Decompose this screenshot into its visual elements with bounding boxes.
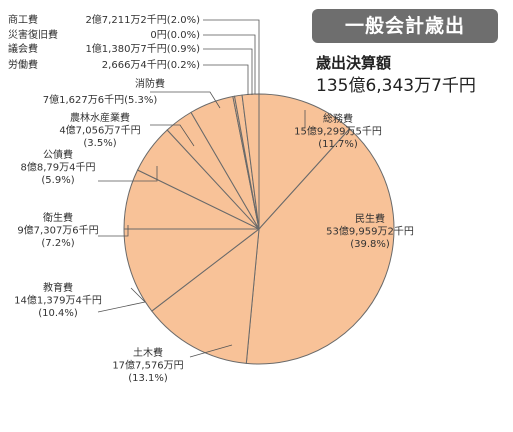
slice-percent-label: (13.1%) [128,373,168,384]
leader-line-3 [97,287,146,313]
slice-value-label: 2億7,211万2千円(2.0%) [85,13,200,26]
slice-amount-label: 53億9,959万2千円 [326,225,414,238]
total-value: 135億6,343万7千円 [316,76,476,96]
slice-percent-label: (39.8%) [350,239,390,250]
leader-line-2 [189,344,233,358]
leader-line-6 [150,124,195,147]
slice-name-label: 公債費 [43,148,73,161]
pie-slice-2 [151,227,260,364]
pie-slice-3 [123,228,261,312]
slice-name-label: 教育費 [43,281,73,294]
slice-value-label: 2,666万4千円(0.2%) [102,59,200,71]
slice-amount-label: 17億7,576万円 [112,359,183,372]
slice-name-label: 衛生費 [43,211,73,224]
leader-lines [97,19,306,358]
slice-name-label: 土木費 [133,346,163,359]
leader-line-10 [203,34,256,94]
slice-amount-label: 8億8,79万4千円 [21,161,96,174]
pie-slice-1 [245,128,395,365]
slice-name-label: 民生費 [355,212,385,225]
leader-line-9 [203,48,253,95]
slice-value-label: 1億1,380万7千円(0.9%) [85,42,200,55]
slice-amount-label: 14億1,379万4千円 [14,294,102,307]
slice-name-label: 消防費 [135,77,165,90]
slice-percent-label: (10.4%) [38,308,78,319]
slice-amount-label: 4億7,056万7千円 [59,124,140,137]
slice-percent-label: (5.9%) [41,175,74,186]
pie-slice-0 [258,93,351,231]
slice-name-label: 労働費 [8,58,38,71]
slice-percent-label: (7.2%) [41,238,74,249]
slice-percent-label: (11.7%) [318,139,358,150]
leader-line-11 [203,19,260,94]
slice-name-label: 災害復旧費 [8,28,58,41]
leader-line-8 [203,64,249,95]
leader-line-5 [98,166,158,182]
title-badge: 一般会計歳出 [312,9,498,43]
slice-amount-label: 15億9,299万5千円 [294,125,382,138]
slice-amount-label: 9億7,307万6千円 [17,224,98,237]
slice-name-label: 議会費 [8,42,38,55]
leader-line-4 [98,225,129,237]
total-label: 歳出決算額 [316,54,392,72]
slice-value-label: 7億1,627万6千円(5.3%) [43,93,158,106]
slice-name-label: 商工費 [8,13,38,26]
slice-percent-label: (3.5%) [83,138,116,149]
pie-slices [123,93,395,365]
leader-line-7 [150,91,221,109]
slice-name-label: 総務費 [323,112,353,125]
slice-value-label: 0円(0.0%) [150,30,200,41]
slice-name-label: 農林水産業費 [70,111,130,124]
